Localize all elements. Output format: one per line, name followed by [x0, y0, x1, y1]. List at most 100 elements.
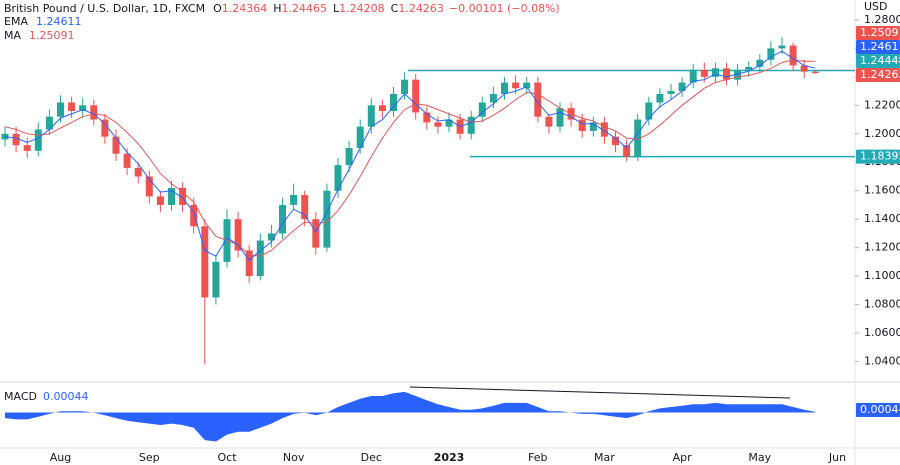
- candle-body: [423, 112, 431, 123]
- x-tick-label: Dec: [361, 451, 382, 464]
- x-tick-label: Aug: [50, 451, 71, 464]
- ema-legend: EMA 1.24611: [4, 15, 81, 28]
- ma-legend: MA 1.25091: [4, 29, 75, 42]
- candle-body: [279, 204, 286, 234]
- candle-body: [245, 250, 253, 277]
- candle-body: [811, 71, 819, 74]
- candle-body: [545, 116, 553, 127]
- ohlc-label: O: [213, 2, 222, 15]
- currency-label: USD: [864, 0, 888, 13]
- price-tag: [856, 40, 900, 54]
- price-tag-label: 1.18395: [860, 150, 900, 163]
- price-tag-label: 0.00044: [860, 403, 900, 416]
- macd-trendline: [409, 386, 791, 399]
- legend-name: EMA: [4, 15, 28, 28]
- candle-body: [334, 165, 342, 191]
- price-tag: [856, 403, 900, 417]
- candle-body: [378, 105, 386, 112]
- candle-body: [734, 69, 742, 80]
- price-tag: [856, 26, 900, 40]
- candle-body: [623, 145, 631, 157]
- price-tag-label: 1.25091: [860, 26, 900, 39]
- ohlc-value: 1.24208: [339, 2, 385, 15]
- candle-body: [612, 136, 619, 146]
- candle-body: [512, 82, 520, 89]
- y-tick-label: 1.10000: [864, 269, 900, 282]
- candle-body: [79, 105, 87, 112]
- candle-body: [656, 93, 664, 103]
- candle-body: [700, 69, 708, 77]
- candle-body: [723, 68, 730, 80]
- candle-body: [556, 108, 564, 127]
- candle-body: [34, 129, 42, 151]
- candle-body: [201, 226, 209, 298]
- header: British Pound / U.S. Dollar, 1D, FXCM O 1.…: [4, 2, 560, 15]
- symbol-title: British Pound / U.S. Dollar, 1D, FXCM: [4, 2, 205, 15]
- y-tick-label: 1.06000: [864, 326, 900, 339]
- candle-body: [678, 82, 686, 92]
- candle-body: [301, 194, 309, 220]
- candle-body: [212, 261, 220, 298]
- candle-body: [667, 91, 675, 94]
- y-tick-label: 1.08000: [864, 298, 900, 311]
- price-tag: [856, 68, 900, 82]
- ohlc-value: 1.24263: [398, 2, 444, 15]
- candle-body: [290, 194, 298, 205]
- x-tick-label: Sep: [139, 451, 160, 464]
- candle-body: [711, 68, 719, 77]
- candle-body: [145, 176, 153, 197]
- legend-value: 1.24611: [36, 15, 82, 28]
- candle-body: [190, 204, 198, 227]
- candle-body: [634, 119, 642, 157]
- candle-body: [467, 116, 475, 134]
- candle-body: [68, 102, 76, 112]
- candle-body: [234, 219, 242, 251]
- candle-body: [90, 105, 98, 120]
- candle-body: [745, 66, 753, 70]
- candle-body: [23, 145, 31, 151]
- macd-legend: MACD 0.00044: [4, 390, 88, 403]
- candle-body: [390, 93, 397, 112]
- candle-body: [156, 196, 164, 205]
- candle-body: [523, 82, 531, 89]
- candle-body: [689, 69, 697, 83]
- x-tick-label: Oct: [217, 451, 237, 464]
- y-tick-label: 1.14000: [864, 212, 900, 225]
- ohlc-label: L: [333, 2, 340, 15]
- x-tick-label: Jun: [828, 451, 846, 464]
- candle-body: [589, 122, 597, 131]
- x-tick-label: Mar: [594, 451, 615, 464]
- candle-body: [445, 119, 453, 127]
- price-tag-label: 1.24611: [860, 40, 900, 53]
- candle-body: [356, 126, 364, 149]
- candle-body: [478, 102, 486, 117]
- ema-line: [4, 50, 816, 262]
- candle-body: [412, 79, 420, 113]
- y-tick-label: 1.12000: [864, 241, 900, 254]
- x-tick-label: May: [748, 451, 771, 464]
- candle-body: [112, 136, 120, 154]
- candle-body: [489, 93, 497, 103]
- candle-body: [789, 45, 797, 66]
- candle-body: [434, 122, 442, 127]
- macd-area: [5, 391, 816, 442]
- x-tick-label: 2023: [434, 451, 465, 464]
- legend-name: MACD: [4, 390, 37, 403]
- ohlc-label: H: [273, 2, 281, 15]
- legend-value: 0.00044: [43, 390, 89, 403]
- y-tick-label: 1.28000: [864, 13, 900, 26]
- y-tick-label: 1.16000: [864, 184, 900, 197]
- candle-body: [312, 219, 320, 248]
- candle-body: [267, 233, 275, 241]
- candle-body: [578, 119, 586, 131]
- candle-body: [800, 65, 808, 72]
- candle-body: [778, 45, 786, 49]
- candle-body: [600, 122, 608, 137]
- ohlc-label: C: [391, 2, 399, 15]
- candle-body: [168, 187, 175, 205]
- x-tick-label: Feb: [528, 451, 547, 464]
- candle-body: [323, 190, 331, 248]
- candle-body: [501, 82, 508, 94]
- candle-body: [345, 148, 353, 166]
- y-tick-label: 1.20000: [864, 127, 900, 140]
